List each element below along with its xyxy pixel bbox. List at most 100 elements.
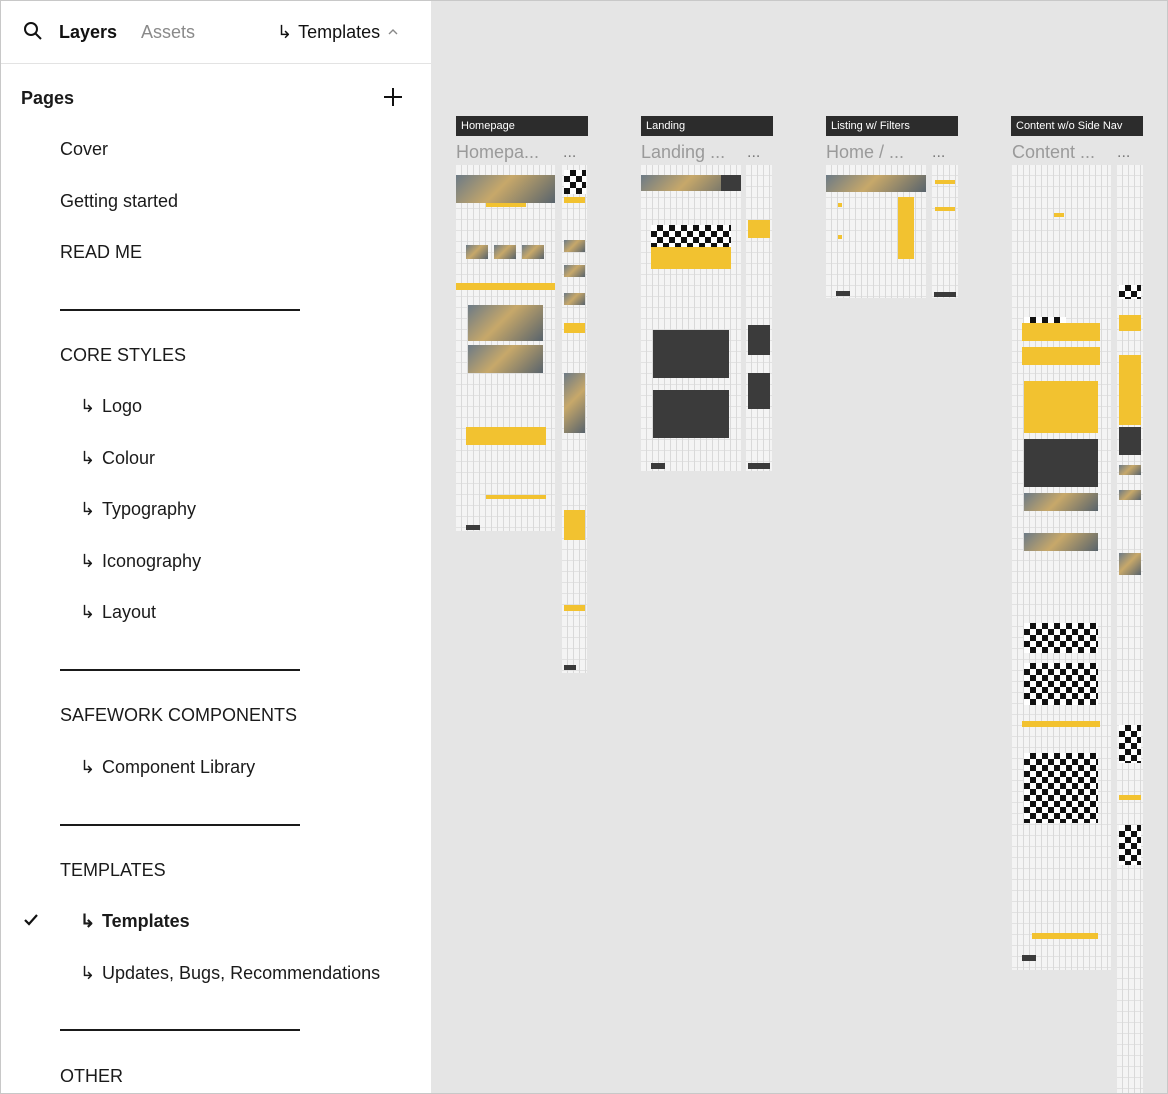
card-image-row (1024, 533, 1098, 551)
layers-sidebar: Layers Assets ↳ Templates Pages Cover Ge… (1, 1, 431, 1093)
design-canvas[interactable]: Homepage Homepa... ... Landing Landing .… (431, 1, 1167, 1093)
sidebar-topbar: Layers Assets ↳ Templates (1, 1, 431, 64)
current-page-label: Templates (298, 22, 381, 42)
footer-block (651, 463, 665, 469)
sub-arrow-icon: ↳ (80, 551, 96, 571)
hero-image (641, 175, 741, 191)
page-item-label: Layout (102, 602, 157, 622)
sub-arrow-icon: ↳ (277, 22, 293, 42)
frame-thumbnail-homepage-mobile[interactable] (562, 165, 587, 673)
page-item-label: Updates, Bugs, Recommendations (102, 963, 381, 983)
pattern-block (1119, 285, 1141, 299)
page-item-logo[interactable]: ↳ Logo (80, 395, 142, 417)
search-icon[interactable] (23, 21, 43, 41)
page-item-typography[interactable]: ↳ Typography (80, 498, 196, 520)
frame-thumbnail-landing[interactable] (641, 165, 741, 471)
page-item-templates[interactable]: ↳ Templates (80, 910, 190, 932)
pattern-block (1024, 663, 1098, 705)
gallery-image (468, 305, 543, 341)
accent-block (898, 197, 914, 259)
card-image (466, 245, 488, 259)
footer-block (934, 292, 956, 297)
gallery-image (564, 373, 585, 433)
accent-block (564, 605, 585, 611)
sub-arrow-icon: ↳ (80, 396, 96, 416)
page-item-component-library[interactable]: ↳ Component Library (80, 756, 255, 778)
frame-label-content[interactable]: Content w/o Side Nav (1011, 116, 1143, 136)
frame-thumbnail-content[interactable] (1012, 165, 1111, 970)
frame-label-listing-filters[interactable]: Listing w/ Filters (826, 116, 958, 136)
page-divider[interactable] (60, 669, 300, 671)
page-item-label: Colour (102, 448, 156, 468)
accent-block (1119, 315, 1141, 331)
frame-thumbnail-landing-mobile[interactable] (746, 165, 772, 471)
dark-grid-block (653, 330, 729, 378)
frame-thumbnail-homepage[interactable] (456, 165, 555, 531)
frame-ghost-title: Home / ... (826, 142, 905, 162)
dark-grid-block (748, 373, 770, 409)
frame-thumbnail-content-mobile[interactable] (1117, 165, 1143, 1093)
gallery-image (468, 345, 543, 373)
page-item-core-styles[interactable]: CORE STYLES (60, 345, 187, 365)
page-item-layout[interactable]: ↳ Layout (80, 601, 156, 623)
page-divider[interactable] (60, 824, 300, 826)
accent-block (1022, 347, 1100, 365)
accent-block (935, 207, 955, 211)
page-item-updates-bugs[interactable]: ↳ Updates, Bugs, Recommendations (80, 962, 380, 984)
page-divider[interactable] (60, 1029, 300, 1031)
pattern-block (1119, 725, 1141, 763)
frame-ghost-dots: ... (932, 144, 946, 161)
pattern-block (1024, 623, 1098, 653)
pages-header: Pages (21, 88, 75, 108)
page-item-colour[interactable]: ↳ Colour (80, 447, 155, 469)
footer-block (466, 525, 480, 530)
page-item-label: Component Library (102, 757, 256, 777)
frame-label-homepage[interactable]: Homepage (456, 116, 588, 136)
dark-grid-block (1024, 439, 1098, 487)
footer-block (564, 665, 576, 670)
accent-block (486, 495, 546, 499)
card-image (564, 240, 585, 252)
hero-dark (721, 175, 741, 191)
frame-label-landing[interactable]: Landing (641, 116, 773, 136)
frame-ghost-dots: ... (1117, 144, 1131, 161)
sub-arrow-icon: ↳ (80, 911, 96, 931)
page-item-safework-components[interactable]: SAFEWORK COMPONENTS (60, 705, 298, 725)
card-image (564, 293, 585, 305)
page-item-cover[interactable]: Cover (60, 139, 109, 159)
accent-block (564, 510, 585, 540)
page-divider[interactable] (60, 309, 300, 311)
accent-grid-block (1024, 381, 1098, 433)
page-item-other[interactable]: OTHER (60, 1066, 123, 1086)
card-image-row (1024, 493, 1098, 511)
accent-dot (838, 203, 842, 207)
frame-thumbnail-listing[interactable] (826, 165, 926, 298)
tab-assets[interactable]: Assets (141, 22, 196, 42)
accent-block (1119, 795, 1141, 800)
current-page-dropdown[interactable]: ↳ Templates (277, 21, 398, 43)
sub-arrow-icon: ↳ (80, 499, 96, 519)
card-image (564, 265, 585, 277)
accent-block (564, 323, 585, 333)
page-item-iconography[interactable]: ↳ Iconography (80, 550, 201, 572)
accent-block (1022, 323, 1100, 341)
frame-thumbnail-listing-mobile[interactable] (932, 165, 958, 298)
card-image (522, 245, 544, 259)
frame-ghost-dots: ... (747, 144, 761, 161)
sub-arrow-icon: ↳ (80, 448, 96, 468)
accent-block (456, 283, 555, 290)
card-image (494, 245, 516, 259)
pattern-block (1119, 825, 1141, 865)
page-item-label: Iconography (102, 551, 202, 571)
page-item-templates-section[interactable]: TEMPLATES (60, 860, 166, 880)
page-item-getting-started[interactable]: Getting started (60, 191, 179, 211)
accent-block (1119, 355, 1141, 425)
frame-ghost-dots: ... (563, 144, 577, 161)
page-item-read-me[interactable]: READ ME (60, 242, 143, 262)
card-image (1119, 553, 1141, 575)
hero-image (826, 175, 926, 192)
tab-layers[interactable]: Layers (59, 22, 118, 42)
footer-block (748, 463, 770, 469)
dark-grid-block (653, 390, 729, 438)
add-page-icon[interactable] (381, 85, 405, 109)
